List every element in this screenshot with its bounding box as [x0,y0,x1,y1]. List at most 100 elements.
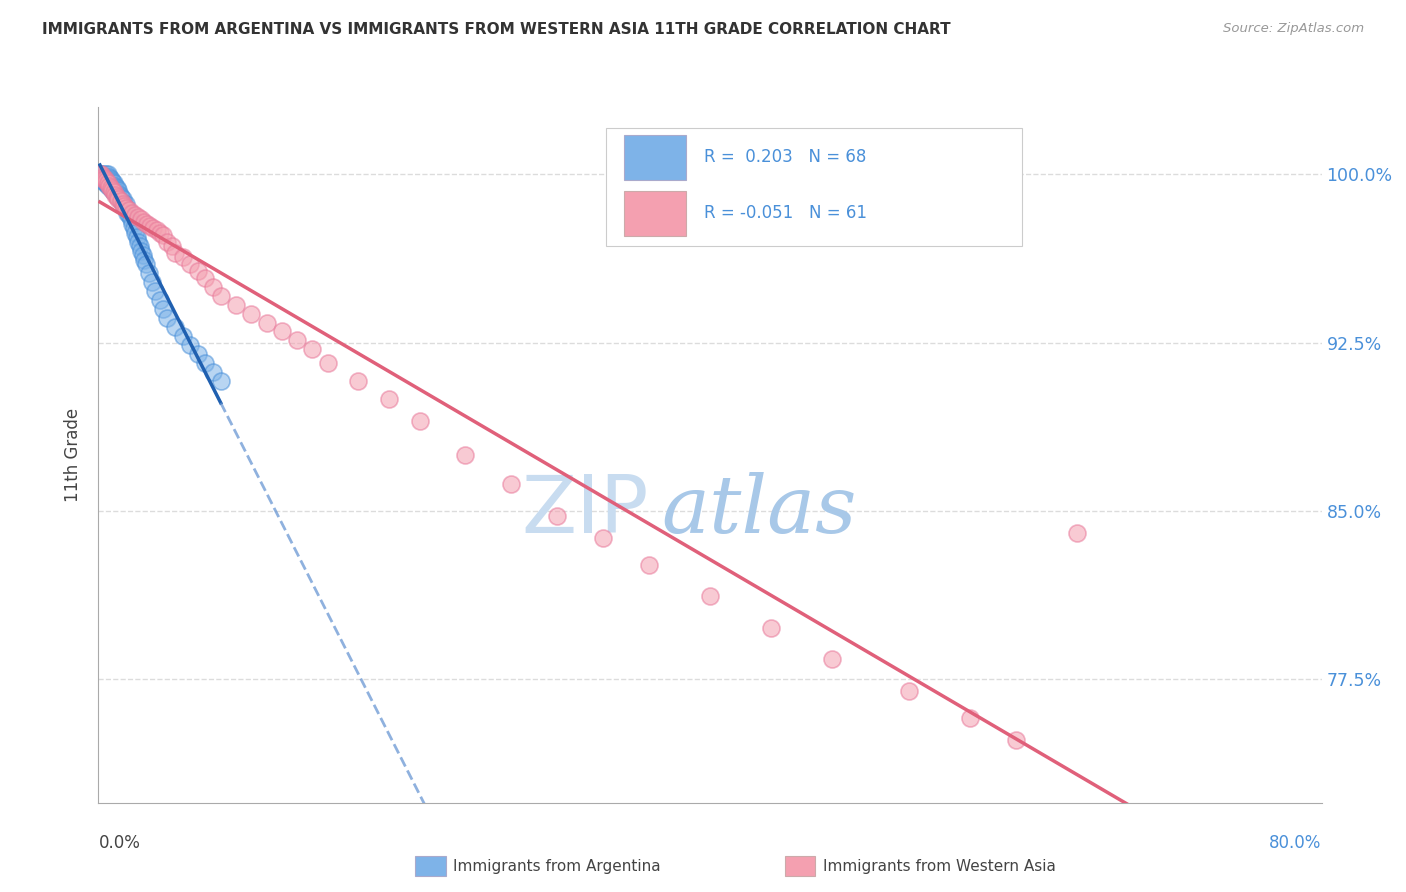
Point [160,239,183,253]
Point [90,169,112,184]
Text: 80.0%: 80.0% [1270,834,1322,852]
Point [100,172,122,186]
Point [163,246,186,260]
Y-axis label: 11th Grade: 11th Grade [65,408,83,502]
Point [1004,733,1026,747]
Point [89,167,111,181]
Point [163,320,186,334]
Point [139,219,162,233]
Point [316,356,339,370]
Text: Source: ZipAtlas.com: Source: ZipAtlas.com [1223,22,1364,36]
Point [103,186,125,200]
Point [209,288,232,302]
Point [202,279,225,293]
Point [149,226,172,240]
Point [118,208,141,222]
Point [111,196,134,211]
Point [97,172,120,186]
Point [122,221,145,235]
Point [89,167,111,181]
Point [97,178,120,193]
Point [94,167,117,181]
Point [637,558,661,572]
Point [136,217,159,231]
Text: 0.0%: 0.0% [98,834,141,852]
Point [143,284,166,298]
FancyBboxPatch shape [624,191,686,235]
Point [103,177,125,191]
Point [98,174,121,188]
Text: ZIP: ZIP [522,472,650,549]
Point [152,227,174,242]
Point [105,190,128,204]
Point [149,293,172,307]
FancyBboxPatch shape [606,128,1022,246]
Point [100,181,122,195]
Point [127,235,149,249]
Point [454,448,477,462]
Point [110,190,132,204]
Point [115,201,138,215]
Point [115,201,138,215]
Point [135,257,157,271]
Point [112,199,135,213]
Point [108,187,131,202]
Point [125,230,148,244]
Point [142,221,165,235]
Point [91,172,114,186]
Point [1066,526,1088,541]
Point [120,212,142,227]
Point [132,248,155,262]
Point [100,177,122,191]
Point [93,169,115,184]
Point [285,334,308,348]
Point [97,177,120,191]
Point [156,311,179,326]
Point [98,178,121,193]
Point [104,183,127,197]
Point [91,172,114,186]
Point [179,338,201,352]
Point [124,226,146,240]
Point [98,178,121,193]
Point [121,217,143,231]
Point [821,652,844,666]
Point [129,212,152,227]
Point [105,186,128,200]
Point [194,356,217,370]
Point [107,192,129,206]
Point [172,251,194,265]
Point [301,343,323,357]
Point [94,174,117,188]
Point [897,683,920,698]
Point [172,329,194,343]
Point [138,266,160,280]
Point [104,178,127,193]
Point [699,590,721,604]
Point [225,297,247,311]
Point [101,174,124,188]
Point [134,214,156,228]
Text: atlas: atlas [661,472,856,549]
Point [93,177,115,191]
Point [134,252,156,267]
Text: R =  0.203   N = 68: R = 0.203 N = 68 [704,148,866,166]
Point [156,235,179,249]
Point [546,508,568,523]
Point [107,183,129,197]
Point [187,347,209,361]
Point [101,183,124,197]
Point [501,477,523,491]
Point [202,365,225,379]
Point [118,203,141,218]
Point [93,174,115,188]
Point [94,177,117,191]
Point [112,196,135,211]
Point [115,196,138,211]
Point [97,177,120,191]
Point [194,270,217,285]
Point [90,167,112,181]
Point [98,169,121,184]
FancyBboxPatch shape [624,135,686,180]
Point [592,531,614,545]
